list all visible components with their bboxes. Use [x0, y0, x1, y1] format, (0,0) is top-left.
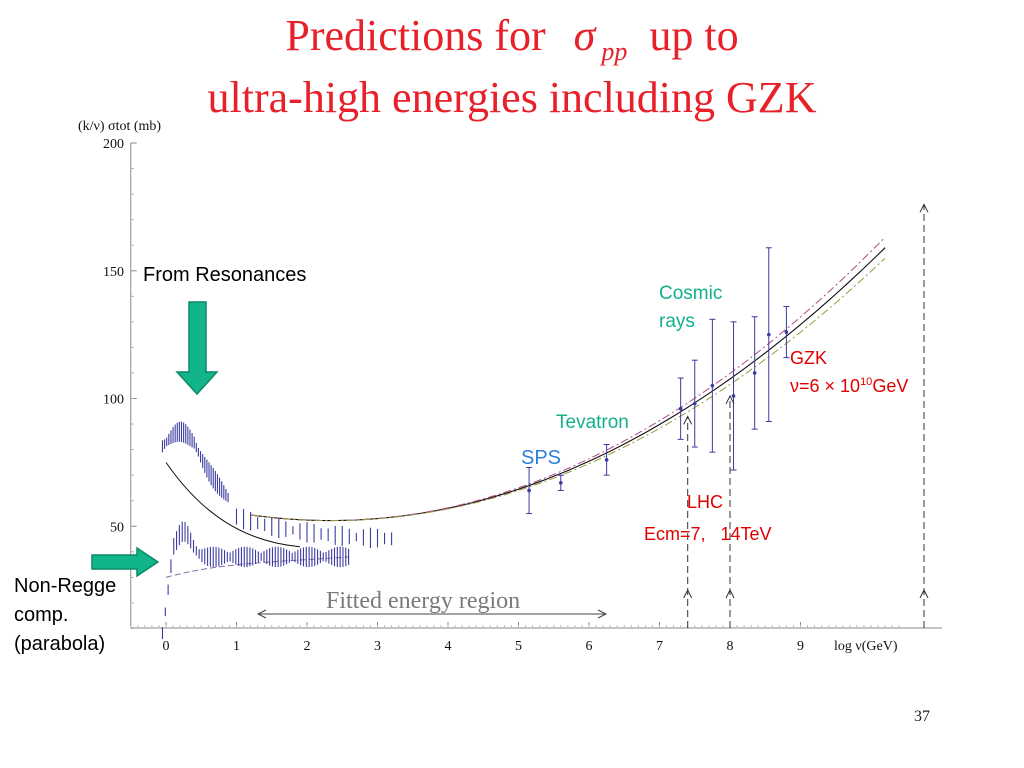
point-marker: [559, 481, 563, 485]
cosmic-line1: Cosmic: [659, 283, 723, 304]
resonance-arrow: [175, 301, 219, 396]
energy-marker-arrow-top: [725, 394, 735, 405]
tevatron-label: Tevatron: [556, 412, 629, 433]
page-number: 37: [914, 708, 930, 725]
x-tick-label: 1: [233, 639, 240, 654]
fit-curve-dashdot2: [250, 257, 886, 522]
gzk-line1: GZK: [790, 348, 828, 368]
slide-title-line2: ultra-high energies including GZK: [207, 73, 817, 122]
title-sigma: σ: [573, 11, 596, 60]
data-point: [691, 359, 698, 448]
data-point: [765, 247, 772, 422]
point-marker: [678, 406, 683, 411]
point-marker: [752, 371, 757, 375]
energy-marker-arrow-top: [683, 415, 693, 425]
resonance-fit-curve: [165, 462, 300, 548]
energy-marker-arrow-top: [919, 203, 929, 213]
energy-marker-arrow-bottom: [725, 588, 735, 599]
point-marker: [731, 394, 736, 398]
gzk-exponent: 10: [860, 376, 873, 388]
x-tick-label: 9: [797, 639, 804, 654]
x-tick-label: 6: [586, 639, 593, 654]
x-tick-label: 0: [163, 639, 170, 654]
non-regge-arrow: [91, 546, 160, 578]
data-point: [751, 316, 758, 430]
non-regge-line2: comp.: [14, 604, 69, 626]
y-tick-label: 200: [103, 137, 124, 152]
fitted-region-arrow-right: [597, 609, 608, 619]
y-tick-label: 100: [103, 393, 124, 408]
x-tick-label: 4: [445, 639, 452, 654]
non-regge-line1: Non-Regge: [14, 575, 117, 597]
non-regge-label: Non-Regge comp. (parabola): [14, 572, 116, 659]
y-tick-label: 50: [110, 520, 124, 535]
point-marker: [527, 488, 531, 493]
x-tick-label: 3: [374, 639, 381, 654]
data-point: [783, 306, 790, 359]
point-marker: [692, 401, 697, 406]
data-point: [709, 318, 716, 453]
chart-markers: [91, 203, 929, 628]
gzk-label: GZK ν=6 × 1010GeV: [790, 346, 908, 398]
fit-curve-dashdot: [250, 236, 886, 521]
point-marker: [604, 458, 609, 462]
lhc-energy-label: Ecm=7, 14TeV: [644, 524, 772, 544]
non-regge-line3: (parabola): [14, 633, 106, 655]
x-tick-label: 5: [515, 639, 522, 654]
fitted-region-arrow-left: [256, 609, 267, 619]
y-axis-label: (k/ν) σtot (mb): [78, 119, 161, 134]
cosmic-line2: rays: [659, 311, 695, 332]
fit-curve-solid: [250, 247, 886, 522]
x-tick-label: 7: [656, 639, 663, 654]
data-point: [603, 443, 610, 476]
point-marker: [710, 383, 715, 388]
data-point: [526, 466, 533, 514]
energy-marker-arrow-bottom: [683, 588, 693, 599]
x-tick-label: 8: [727, 639, 734, 654]
point-marker: [784, 330, 789, 334]
gzk-line2: ν=6 × 1010GeV: [790, 370, 908, 398]
slide-title-line1: Predictions for σ pp up to: [0, 10, 1024, 68]
data-point: [677, 377, 684, 440]
gzk-unit: GeV: [872, 376, 909, 396]
title-part1: Predictions for: [285, 11, 546, 60]
cosmic-rays-label: Cosmic rays: [659, 280, 722, 336]
point-marker: [766, 332, 771, 337]
sps-label: SPS: [521, 447, 562, 469]
fitted-region-label: Fitted energy region: [326, 588, 521, 614]
title-subscript: pp: [601, 37, 628, 66]
data-point: [730, 321, 737, 471]
lhc-label: LHC: [687, 492, 724, 512]
x-tick-label: 2: [304, 639, 311, 654]
x-axis-label: log ν(GeV): [834, 639, 898, 654]
data-point: [557, 474, 564, 491]
y-tick-label: 150: [103, 265, 124, 280]
chart-points: [161, 247, 790, 640]
gzk-value: ν=6 × 10: [790, 376, 861, 396]
energy-marker-arrow-bottom: [919, 588, 929, 599]
non-regge-parabola: [165, 556, 350, 578]
title-part2: up to: [649, 11, 739, 60]
from-resonances-label: From Resonances: [143, 264, 307, 286]
chart-curves: [165, 236, 886, 578]
